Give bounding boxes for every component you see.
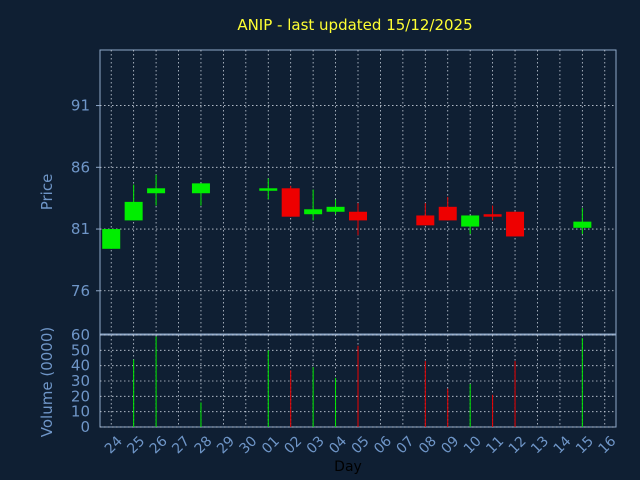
candle-body: [304, 209, 323, 215]
volume-axis-label: Volume (0000): [38, 327, 56, 437]
x-tick-label: 27: [169, 433, 193, 457]
chart-title: ANIP - last updated 15/12/2025: [237, 16, 472, 34]
price-axis-label: Price: [38, 174, 56, 211]
candle-body: [326, 206, 345, 212]
candle-body: [349, 211, 367, 221]
candle-body: [102, 229, 121, 249]
candle-body: [124, 201, 143, 221]
x-tick-label: 09: [438, 433, 462, 457]
x-tick-label: 01: [259, 433, 283, 457]
candle-body: [191, 183, 210, 194]
x-tick-label: 12: [506, 433, 530, 457]
x-tick-label: 05: [349, 433, 373, 457]
volume-tick-label: 0: [80, 418, 90, 436]
price-tick-label: 91: [71, 97, 90, 115]
x-tick-label: 30: [237, 433, 261, 457]
x-tick-label: 16: [595, 433, 619, 457]
x-tick-label: 26: [147, 433, 171, 457]
candle-body: [438, 206, 457, 221]
x-tick-label: 28: [192, 433, 216, 457]
price-panel: 76 81 86 91: [71, 49, 617, 335]
candle-body: [416, 215, 435, 226]
volume-tick-label: 50: [71, 341, 90, 359]
x-tick-label: 15: [573, 433, 597, 457]
candle-body: [573, 221, 592, 228]
x-tick-label: 03: [304, 433, 328, 457]
price-tick-label: 86: [71, 158, 90, 176]
x-tick-label: 14: [551, 433, 575, 457]
candle-body: [147, 188, 166, 194]
x-tick-label: 08: [416, 433, 440, 457]
x-tick-label: 13: [528, 433, 552, 457]
x-tick-label: 02: [281, 433, 305, 457]
volume-tick-label: 20: [71, 387, 90, 405]
x-tick-label: 11: [483, 433, 507, 457]
price-tick-label: 81: [71, 220, 90, 238]
x-tick-label: 07: [394, 433, 418, 457]
candle-body: [281, 188, 300, 217]
x-tick-label: 04: [326, 433, 350, 457]
day-axis-label: Day: [334, 459, 362, 475]
candle-body: [483, 214, 502, 217]
x-tick-label: 29: [214, 433, 238, 457]
x-tick-labels: 2425262728293001020304050607080910111213…: [102, 433, 620, 457]
candle-body: [259, 188, 278, 191]
candle-body: [506, 211, 525, 237]
x-tick-label: 24: [102, 433, 126, 457]
price-tick-label: 76: [71, 282, 90, 300]
volume-tick-label: 30: [71, 372, 90, 390]
volume-tick-label: 60: [71, 326, 90, 344]
x-tick-label: 25: [124, 433, 148, 457]
candle-body: [461, 215, 480, 227]
volume-tick-label: 40: [71, 357, 90, 375]
x-tick-label: 10: [461, 433, 485, 457]
volume-tick-label: 10: [71, 403, 90, 421]
x-tick-label: 06: [371, 433, 395, 457]
